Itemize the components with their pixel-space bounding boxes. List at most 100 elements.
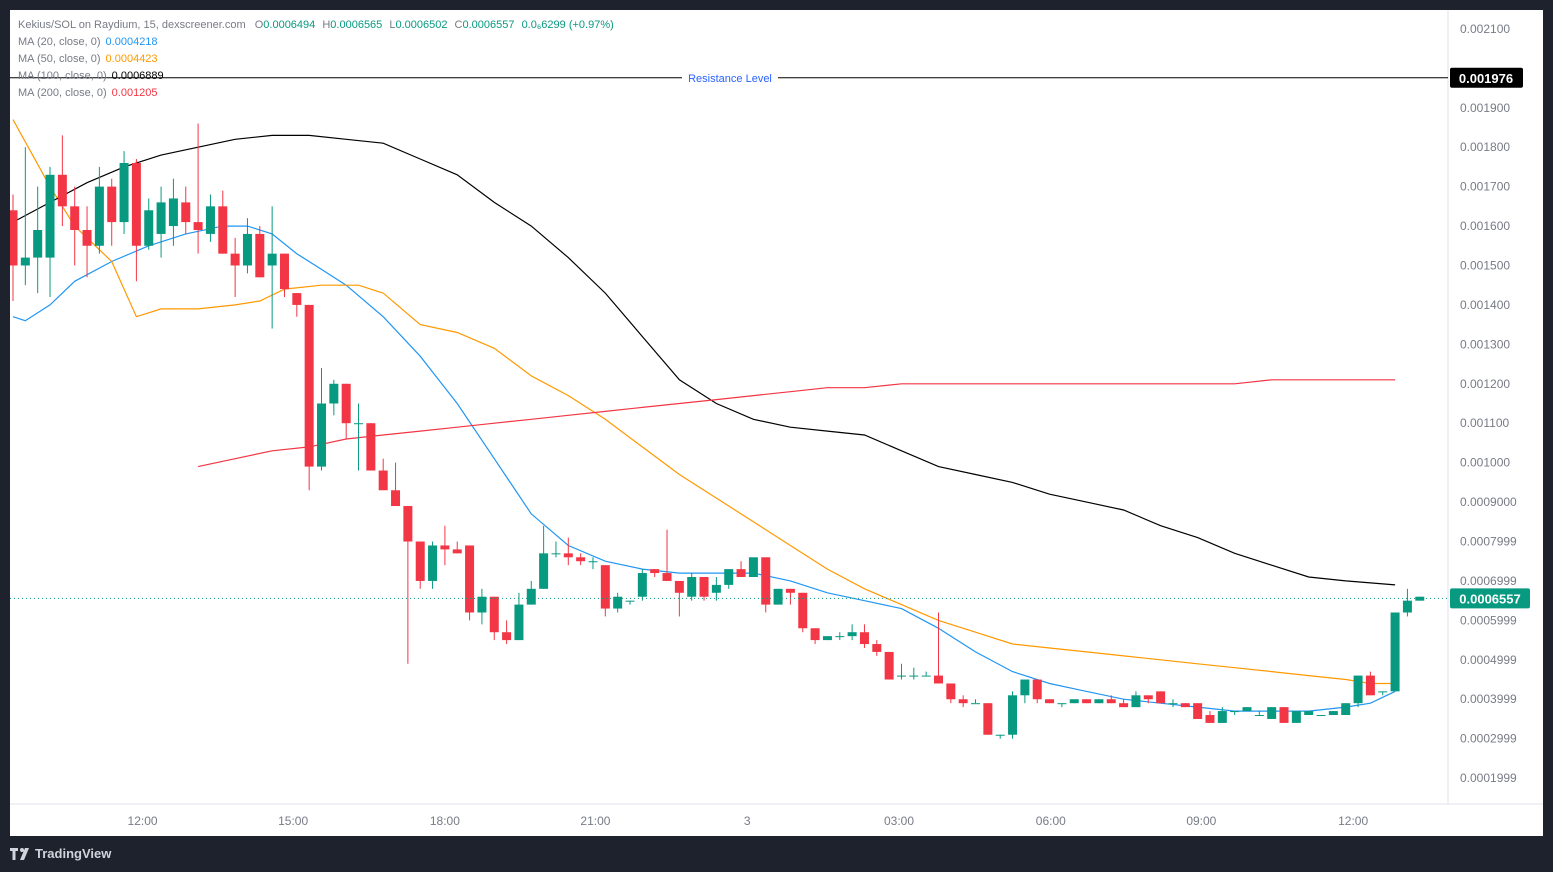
- candle-down: [1045, 699, 1055, 704]
- candle-up: [526, 580, 536, 605]
- candle-body: [847, 632, 857, 637]
- candle-down: [452, 541, 462, 554]
- candle-body: [810, 628, 820, 641]
- ma200-legend[interactable]: MA (200, close, 0) 0.001205: [18, 85, 618, 102]
- time-tick-label: 12:00: [1338, 814, 1368, 828]
- candle-body: [465, 545, 475, 613]
- candle-up: [20, 147, 30, 286]
- candle-up: [354, 403, 364, 471]
- candle-body: [10, 210, 18, 266]
- candle-down: [57, 135, 67, 227]
- candle-body: [946, 683, 956, 700]
- close-key: C: [454, 19, 463, 31]
- price-tick-label: 0.0002999: [1460, 732, 1517, 746]
- ma100-line: [12, 134, 1396, 586]
- high-value: 0.0006565: [330, 19, 383, 31]
- candle-down: [983, 703, 993, 735]
- candle-body: [1378, 691, 1388, 693]
- candle-body: [366, 423, 376, 471]
- candle-down: [1279, 707, 1289, 723]
- candle-up: [921, 671, 931, 677]
- candle-body: [267, 253, 277, 266]
- candle-down: [785, 588, 795, 605]
- candle-up: [588, 557, 598, 570]
- low-key: L: [389, 19, 396, 31]
- candle-up: [909, 667, 919, 680]
- candle-body: [70, 206, 80, 230]
- candle-down: [131, 159, 141, 282]
- ma200-label: MA (200, close, 0): [18, 87, 107, 99]
- candle-up: [329, 379, 339, 416]
- symbol-title[interactable]: Kekius/SOL on Raydium, 15, dexscreener.c…: [18, 19, 246, 31]
- candle-body: [736, 569, 746, 578]
- candle-down: [563, 537, 573, 566]
- candle-down: [1180, 703, 1190, 708]
- candle-down: [255, 226, 265, 278]
- ma100-legend[interactable]: MA (100, close, 0) 0.0006889: [18, 68, 618, 85]
- resistance-label: Resistance Level: [688, 73, 772, 85]
- candle-down: [1119, 699, 1129, 708]
- candle-body: [872, 644, 882, 652]
- price-tick-label: 0.0006999: [1460, 574, 1517, 588]
- time-tick-label: 21:00: [580, 814, 610, 828]
- candle-down: [415, 541, 425, 589]
- candle-up: [1316, 715, 1326, 717]
- candle-down: [1193, 703, 1203, 719]
- candle-body: [156, 202, 166, 234]
- candle-body: [477, 596, 487, 613]
- candle-down: [1143, 695, 1153, 704]
- candle-body: [1069, 699, 1079, 704]
- candle-body: [82, 229, 92, 246]
- candle-up: [317, 368, 326, 471]
- candle-down: [872, 640, 882, 656]
- candle-body: [1180, 703, 1190, 708]
- candle-down: [1205, 711, 1215, 723]
- ma200-value: 0.001205: [111, 87, 158, 99]
- price-lines: Resistance Level: [10, 70, 1448, 599]
- candle-body: [983, 703, 993, 735]
- grid: [10, 10, 1543, 805]
- candle-body: [859, 632, 869, 645]
- candle-up: [205, 194, 215, 242]
- candle-body: [674, 580, 684, 593]
- candle-body: [1143, 695, 1153, 700]
- price-tick-label: 0.001800: [1460, 140, 1510, 154]
- candle-down: [218, 190, 228, 254]
- candle-up: [822, 636, 832, 641]
- candle-down: [502, 620, 512, 645]
- candle-down: [403, 506, 413, 664]
- candle-body: [205, 206, 215, 234]
- candle-body: [131, 162, 141, 246]
- time-axis[interactable]: 12:00 15:00 18:00 21:00 3 03:00 06:00 09:00 12:0…: [128, 814, 1369, 828]
- candle-body: [748, 557, 758, 578]
- candle-down: [230, 237, 240, 298]
- candle-up: [637, 569, 647, 601]
- price-axis[interactable]: 0.002100 0.001900 0.001800 0.001700 0.001600…: [1450, 22, 1530, 785]
- candle-down: [366, 423, 376, 471]
- ma100-label: MA (100, close, 0): [18, 70, 107, 82]
- moving-averages: [12, 119, 1396, 712]
- candle-body: [33, 229, 43, 258]
- ma20-label: MA (20, close, 0): [18, 36, 101, 48]
- candle-up: [995, 734, 1005, 739]
- candle-body: [711, 584, 721, 593]
- last-price-badge: [1450, 588, 1530, 609]
- candle-body: [1205, 715, 1215, 723]
- chart-frame[interactable]: Kekius/SOL on Raydium, 15, dexscreener.c…: [10, 10, 1543, 836]
- candle-body: [242, 233, 252, 266]
- price-chart[interactable]: Resistance Level 0.002100 0.001900 0.00180…: [10, 10, 1543, 836]
- candle-down: [193, 123, 203, 254]
- candle-down: [761, 557, 771, 613]
- ma20-legend[interactable]: MA (20, close, 0) 0.0004218: [18, 34, 618, 51]
- candle-body: [230, 253, 240, 266]
- ma200-line: [197, 379, 1396, 468]
- candle-down: [1365, 671, 1375, 696]
- ma50-legend[interactable]: MA (50, close, 0) 0.0004423: [18, 51, 618, 68]
- candle-down: [1032, 679, 1042, 704]
- candle-up: [267, 206, 277, 329]
- candle-down: [489, 596, 499, 641]
- candle-body: [193, 222, 203, 230]
- candle-body: [1353, 675, 1363, 704]
- price-tick-label: 0.001100: [1460, 416, 1509, 430]
- candle-body: [1045, 699, 1055, 704]
